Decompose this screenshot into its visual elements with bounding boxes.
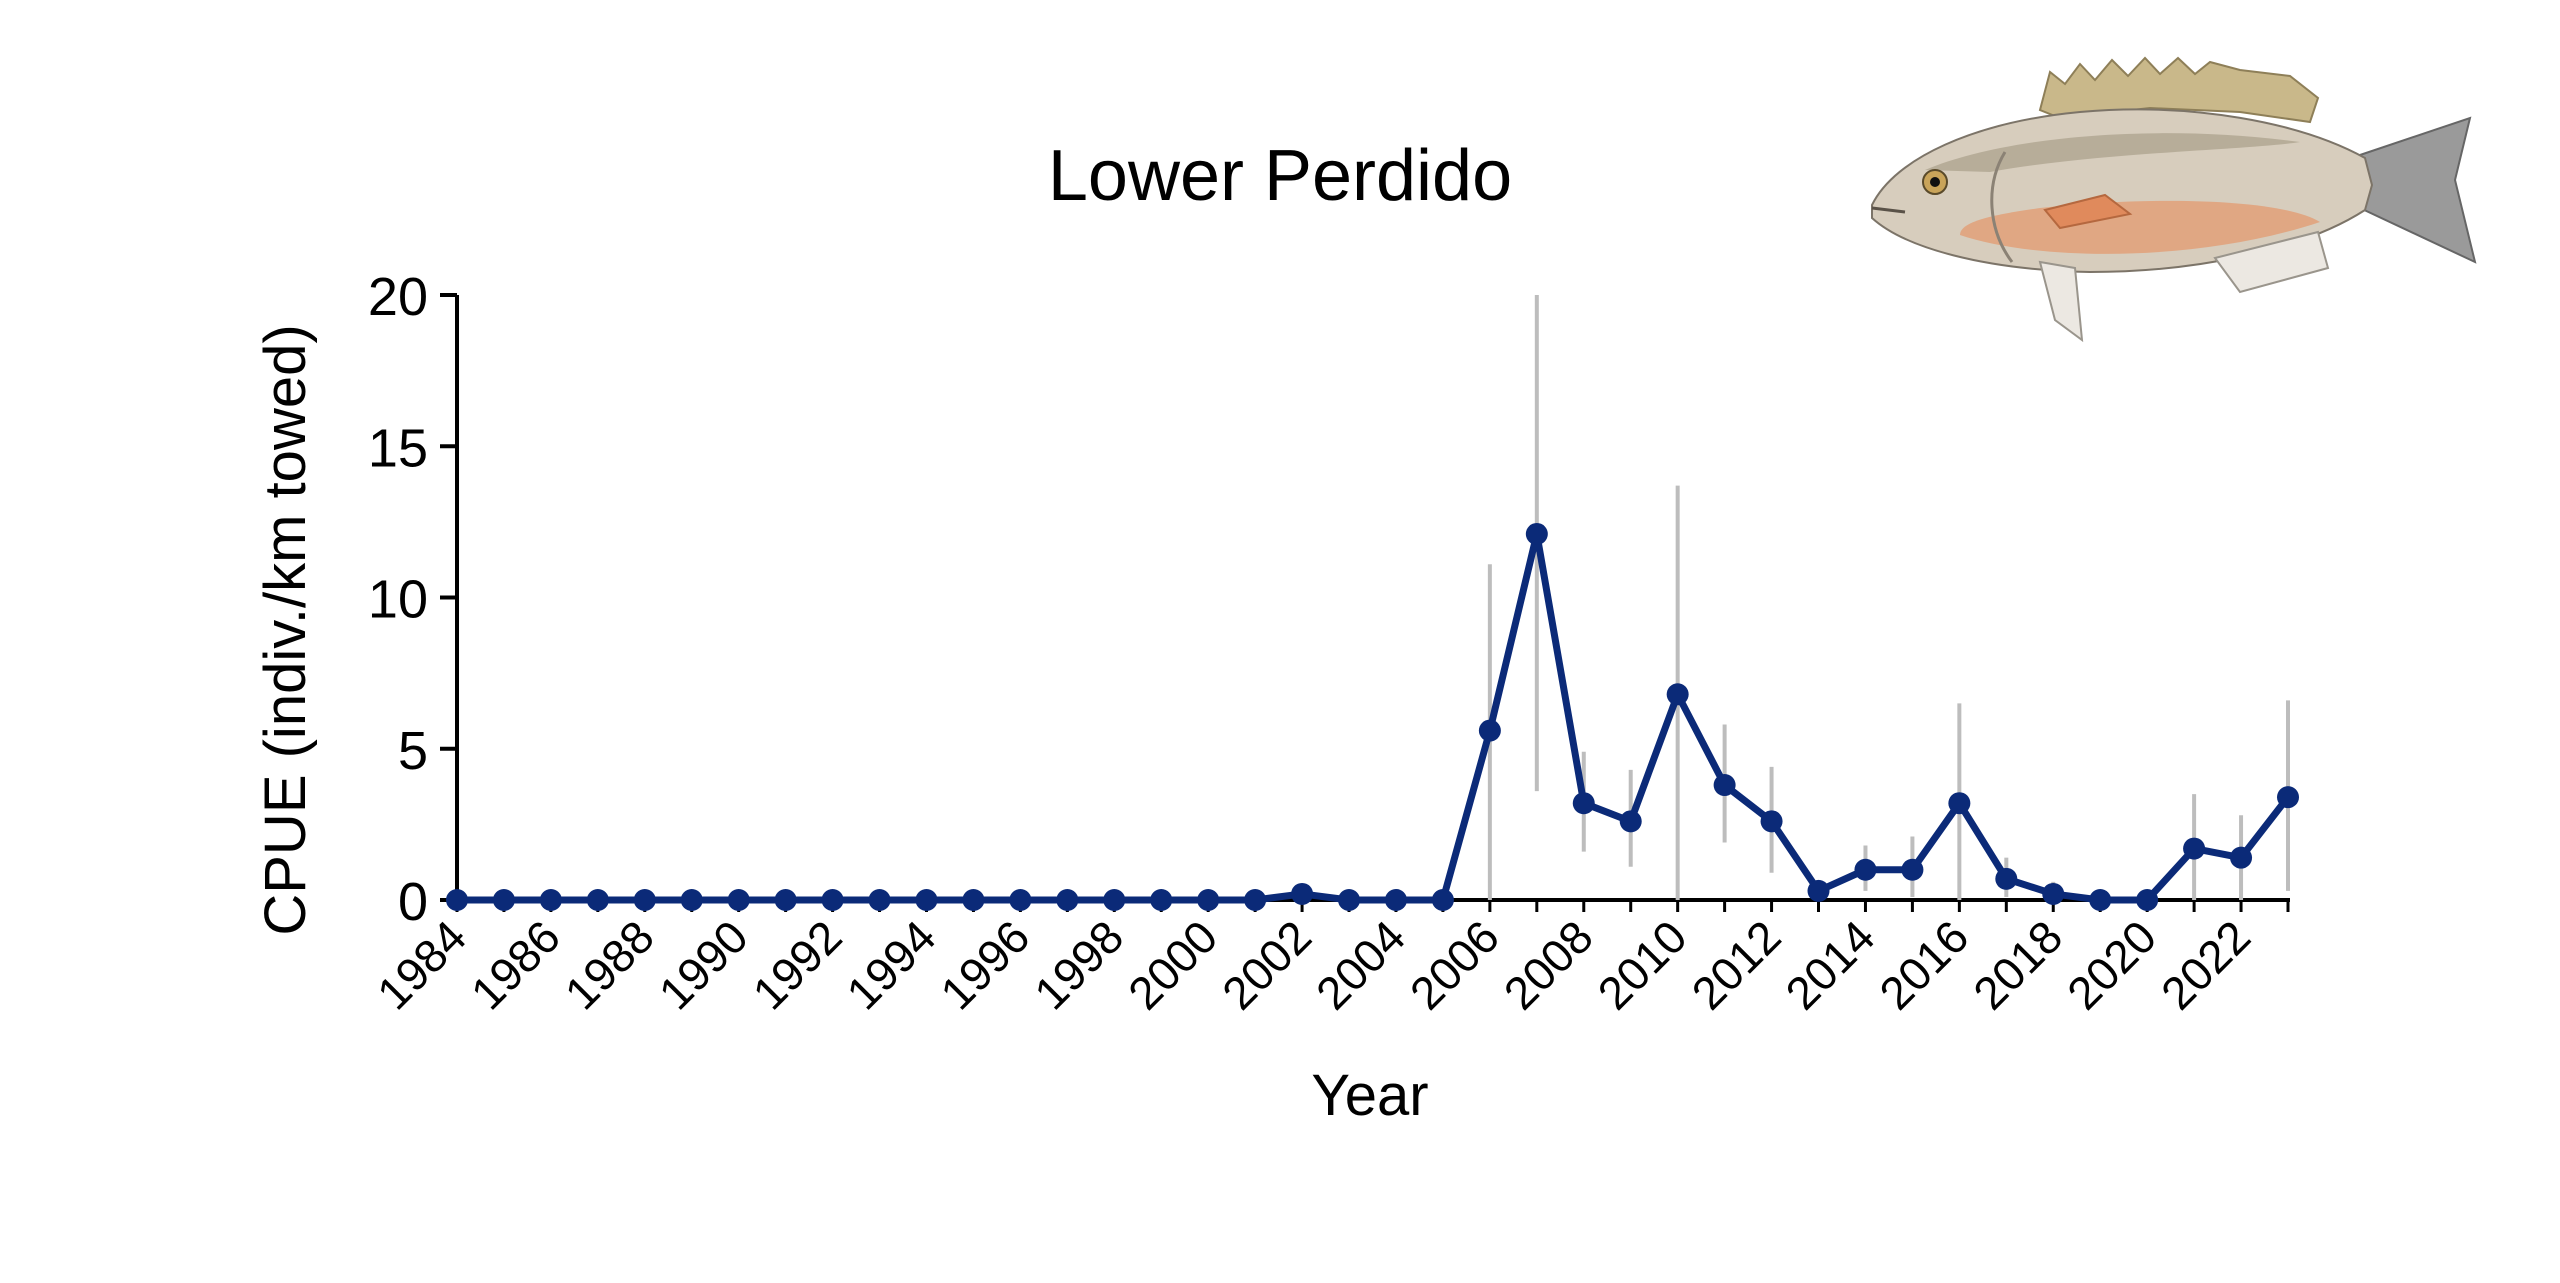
data-point	[680, 889, 703, 911]
data-point	[492, 889, 515, 911]
data-point	[1431, 889, 1454, 911]
data-point	[1056, 889, 1079, 911]
data-point	[1572, 792, 1595, 815]
x-axis-label: Year	[1311, 1063, 1428, 1128]
x-tick-label: 1986	[461, 910, 570, 1019]
y-ticks: 0 5 10 15 20	[368, 267, 457, 932]
data-point	[1619, 810, 1642, 833]
data-point	[2277, 786, 2299, 809]
x-tick-label: 1992	[743, 910, 852, 1019]
data-point	[2230, 846, 2253, 869]
data-point	[1150, 889, 1173, 911]
data-point	[727, 889, 750, 911]
data-point	[1384, 889, 1407, 911]
series-line-group	[457, 530, 2291, 904]
data-point	[1525, 522, 1548, 545]
data-point	[1103, 889, 1126, 911]
data-point	[2089, 889, 2112, 911]
data-point	[962, 889, 985, 911]
axes	[455, 295, 2290, 902]
x-tick-label: 1994	[836, 910, 945, 1019]
x-tick-label: 1998	[1024, 910, 1133, 1019]
data-point	[774, 889, 797, 911]
data-point	[586, 889, 609, 911]
data-point	[1478, 719, 1501, 742]
data-point	[1244, 889, 1267, 911]
x-tick-label: 2014	[1775, 910, 1884, 1019]
y-tick-label: 20	[368, 267, 428, 327]
data-point	[1713, 774, 1736, 797]
y-tick-label: 0	[398, 872, 428, 932]
x-tick-label: 2016	[1869, 910, 1978, 1019]
data-point	[446, 889, 468, 911]
x-tick-label: 2020	[2057, 910, 2166, 1019]
data-point	[633, 889, 656, 911]
data-point	[1948, 792, 1971, 815]
x-tick-label: 2002	[1212, 910, 1321, 1019]
data-point	[868, 889, 891, 911]
error-bars	[1300, 295, 2290, 900]
series-line	[457, 530, 2291, 904]
y-tick-label: 10	[368, 570, 428, 630]
x-tick-label: 1988	[555, 910, 664, 1019]
data-point	[2042, 882, 2065, 905]
data-point	[1901, 858, 1924, 881]
data-point	[915, 889, 938, 911]
data-point	[1197, 889, 1220, 911]
data-point	[1995, 867, 2018, 890]
data-point	[1854, 858, 1877, 881]
data-point	[539, 889, 562, 911]
x-tick-label: 2010	[1588, 910, 1697, 1019]
data-point	[1807, 879, 1830, 902]
data-point	[821, 889, 844, 911]
x-tick-label: 2008	[1494, 910, 1603, 1019]
fish-illustration	[1871, 56, 2477, 343]
x-ticks: 1984198619881990199219941996199820002002…	[367, 900, 2290, 1019]
data-point	[1009, 889, 1032, 911]
y-tick-label: 15	[368, 418, 428, 478]
x-tick-label: 2000	[1118, 910, 1227, 1019]
x-tick-label: 1996	[930, 910, 1039, 1019]
data-point	[1760, 810, 1783, 833]
y-axis-label: CPUE (indiv./km towed)	[253, 324, 318, 935]
x-tick-label: 1990	[649, 910, 758, 1019]
data-point	[2136, 889, 2159, 911]
markers	[446, 522, 2299, 911]
y-tick-label: 5	[398, 721, 428, 781]
data-point	[1338, 889, 1361, 911]
data-point	[1666, 683, 1689, 706]
x-tick-label: 2022	[2151, 910, 2260, 1019]
x-tick-label: 2012	[1681, 910, 1790, 1019]
data-point	[1291, 882, 1314, 905]
x-tick-label: 2006	[1400, 910, 1509, 1019]
x-tick-label: 2004	[1306, 910, 1415, 1019]
data-point	[2183, 837, 2206, 860]
chart-title: Lower Perdido	[1048, 136, 1512, 216]
x-tick-label: 2018	[1963, 910, 2072, 1019]
